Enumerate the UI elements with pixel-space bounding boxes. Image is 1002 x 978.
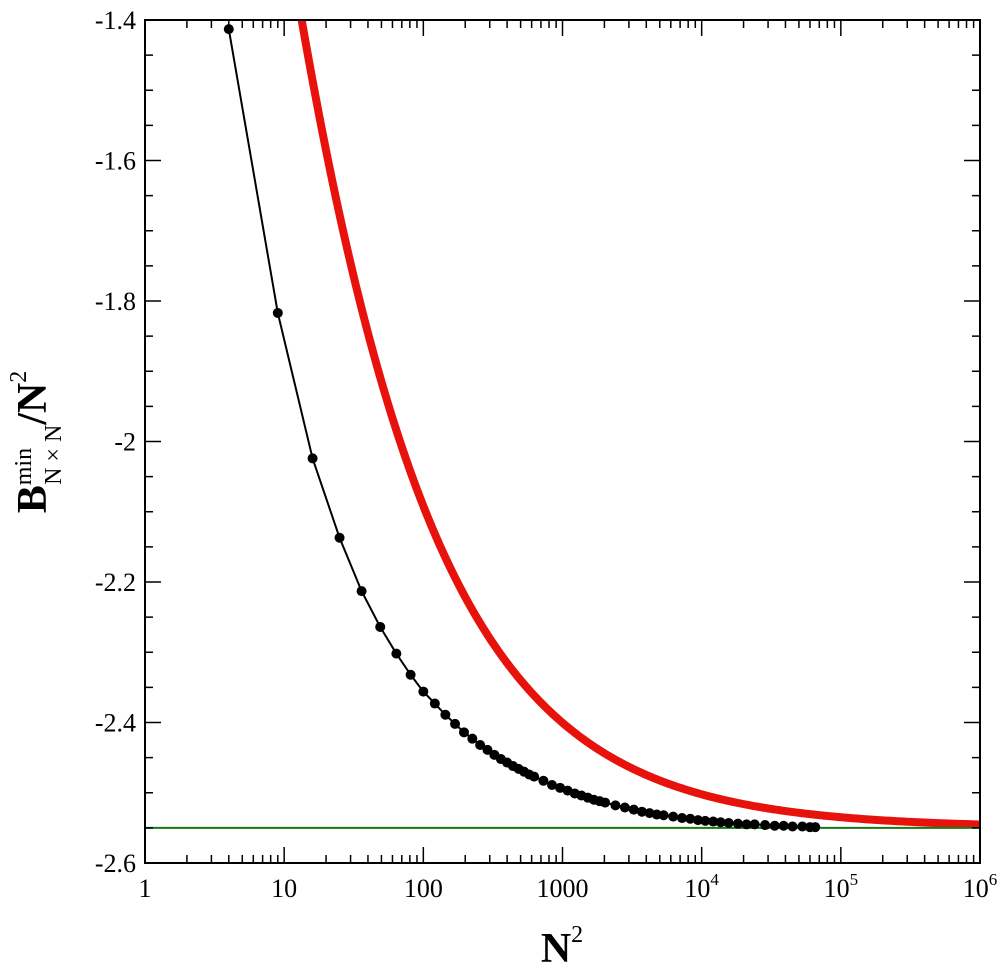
data-point [610,800,621,811]
y-axis-title: Bmin N × N/N2 [6,371,67,514]
data-point [459,727,470,738]
data-point [778,820,789,831]
data-point [429,698,440,709]
data-point [685,813,696,824]
data-point [619,802,630,813]
data-point [628,804,639,815]
data-point [440,709,451,720]
ticks-layer [144,19,981,864]
data-point [797,821,808,832]
data-point [272,307,283,318]
data-point [307,453,318,464]
data-point [749,819,760,830]
data-point [356,586,367,597]
tick-labels-layer: 1 10 100 1000 104 105 106 -1.4 -1.6 -1.8 -2 -2.2 -2.… [95,6,997,903]
x-tick-label: 105 [824,870,859,903]
data-point [769,820,780,831]
data-point [708,816,719,827]
data-point [334,532,345,543]
y-tick-label: -2.2 [95,568,136,597]
data-point [450,718,461,729]
data-point [668,811,679,822]
data-point [223,24,234,35]
data-point [467,733,478,744]
y-tick-label: -1.8 [95,287,136,316]
data-point [475,739,486,750]
data-point [600,797,611,808]
data-point [529,771,540,782]
x-tick-label: 1000 [537,874,589,903]
data-point [555,782,566,793]
x-tick-label: 1 [139,874,152,903]
data-point [375,621,386,632]
series-layer [145,20,980,833]
data-point [715,817,726,828]
data-point [538,775,549,786]
fit-curve-line [297,20,980,829]
y-tick-label: -1.6 [95,147,136,176]
data-point [787,821,798,832]
y-tick-label: -2.4 [95,709,136,738]
data-point [547,780,558,791]
data-point [391,648,402,659]
data-point [636,806,647,817]
y-tick-label: -2.6 [95,849,136,878]
data-point [692,815,703,826]
plot-frame [144,19,981,864]
y-tick-label: -2 [114,428,136,457]
data-point [658,810,669,821]
data-point [418,686,429,697]
x-axis-title: N2 [541,922,583,972]
data-point [723,817,734,828]
x-tick-label: 10 [271,874,297,903]
data-point [482,744,493,755]
data-point [760,820,771,831]
data-point [732,818,743,829]
data-line [227,28,816,829]
data-point [405,669,416,680]
x-tick-label: 100 [404,874,443,903]
x-tick-label: 106 [963,870,998,903]
x-tick-label: 104 [684,870,719,903]
data-point [810,822,821,833]
data-point [700,815,711,826]
y-tick-label: -1.4 [95,6,136,35]
data-point [677,813,688,824]
data-point [741,819,752,830]
